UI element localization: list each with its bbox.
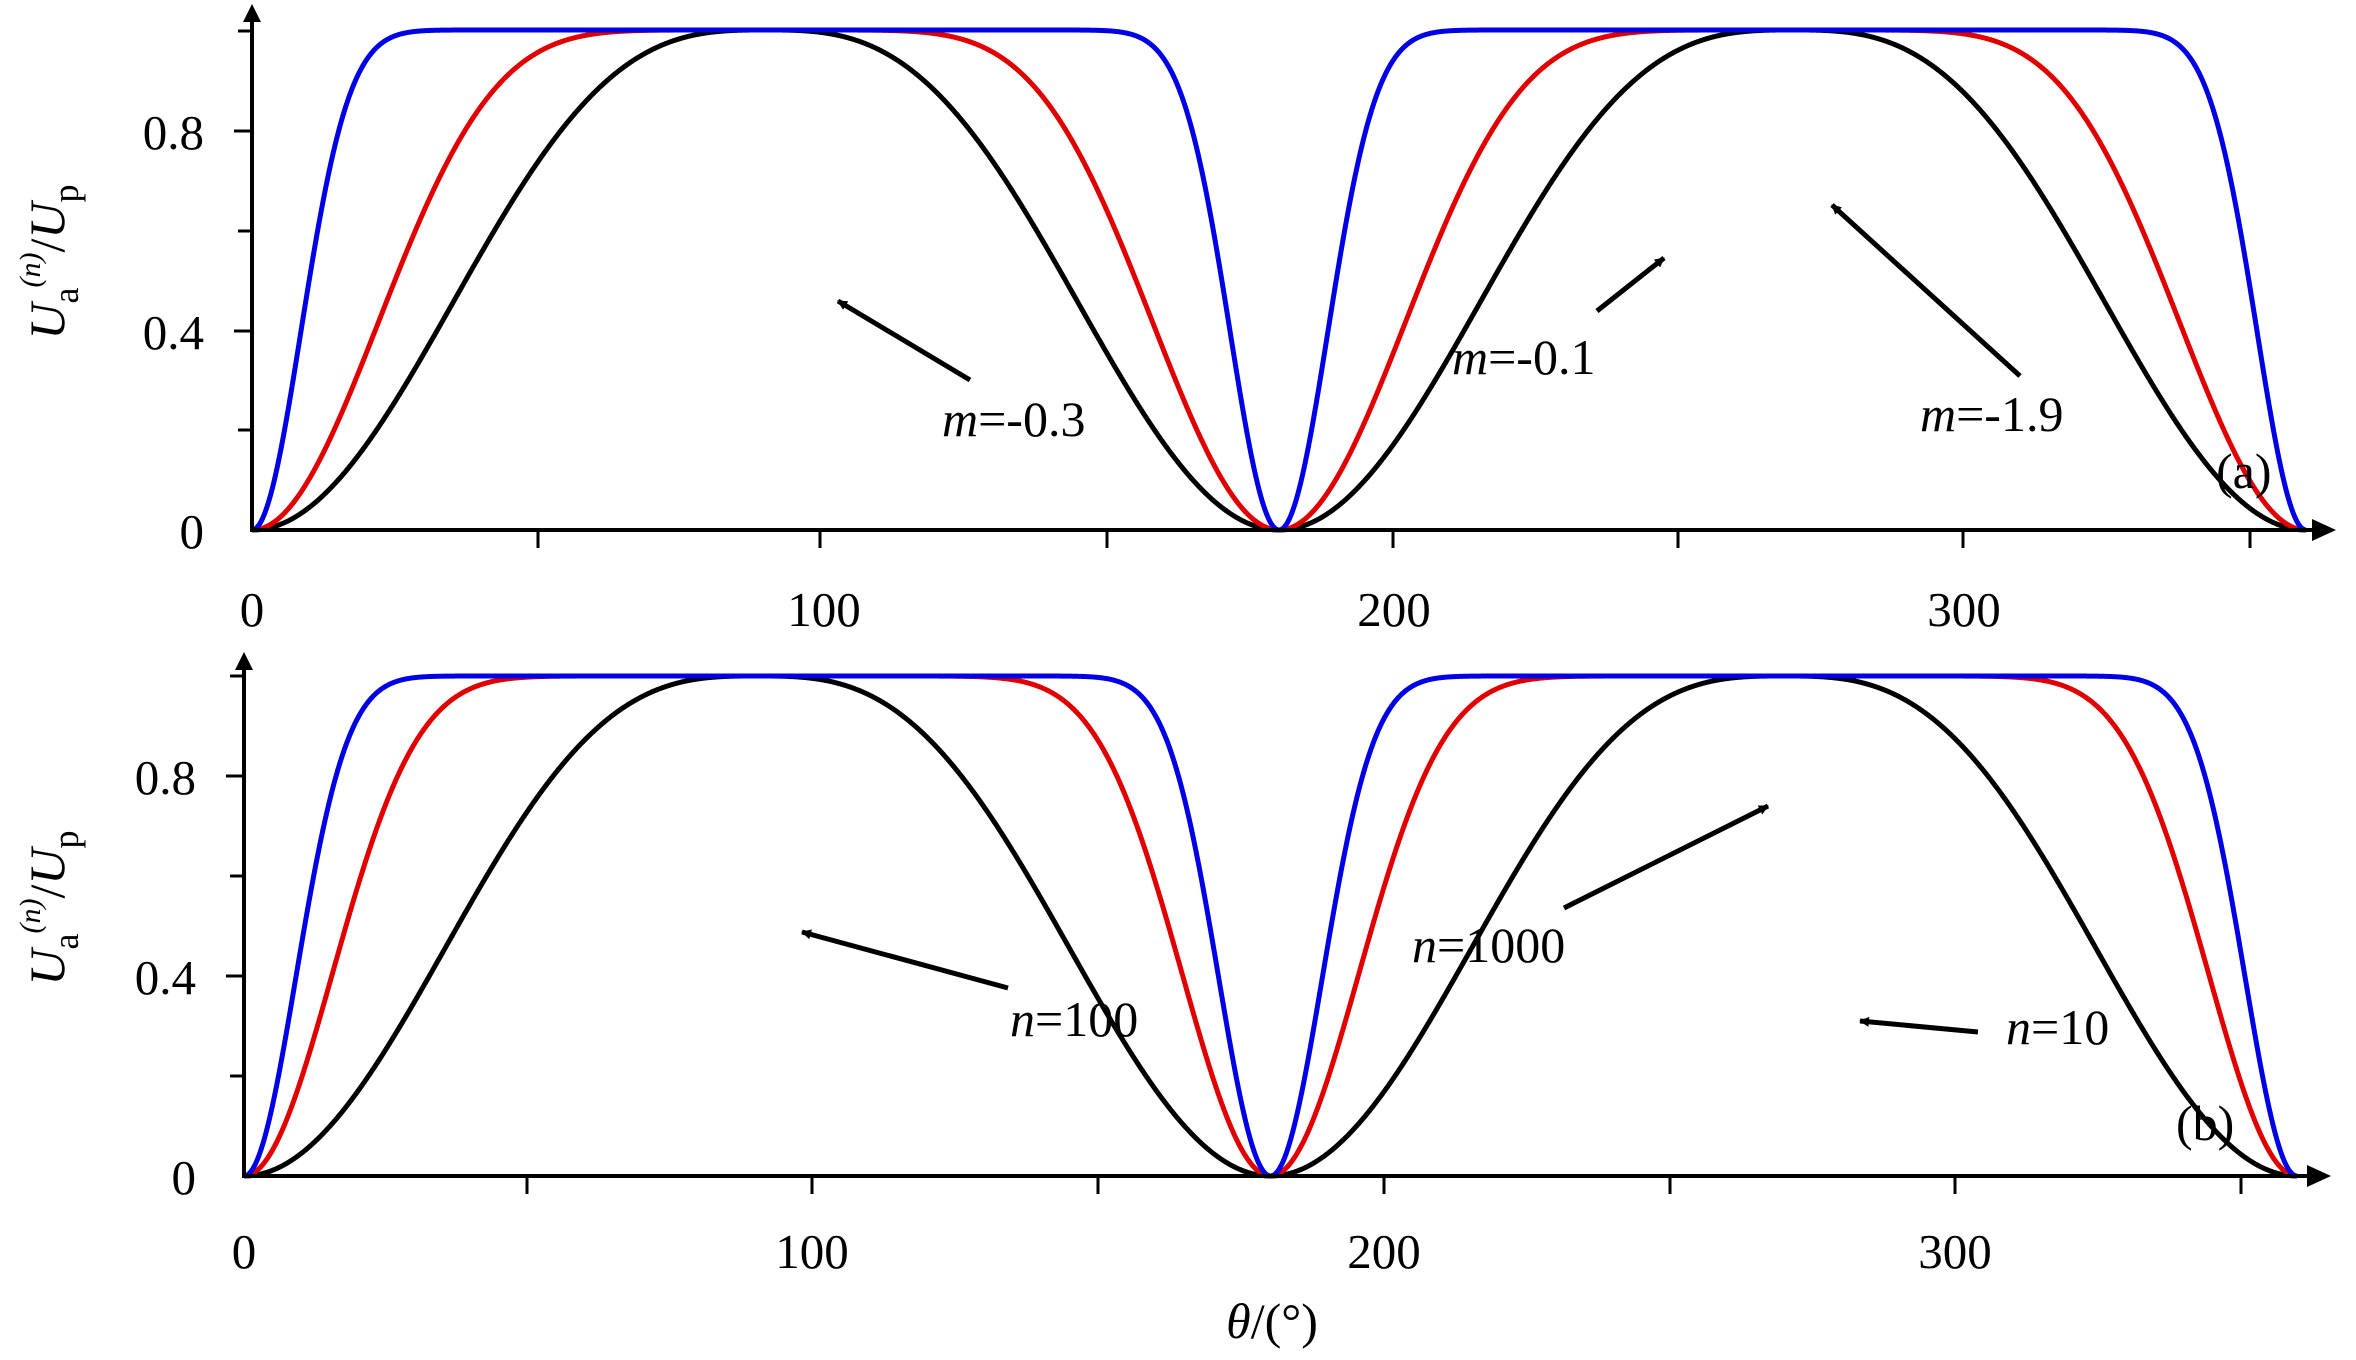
annotation-var: n [1412, 917, 1437, 973]
panel-a-x-tick-label-0: 0 [240, 582, 265, 637]
panel-a-y-tick-label-0: 0 [180, 504, 205, 559]
panel-b-x-tick-label-300: 300 [1918, 1224, 1992, 1279]
annotation-value: =1000 [1437, 917, 1565, 973]
panel-a-curve-red [251, 27, 2307, 533]
panel-b-curves [243, 673, 2298, 1179]
annotation-var: m [1920, 386, 1956, 442]
panel-b-y-axis-arrow [235, 652, 253, 670]
annotation-var: m [1452, 329, 1488, 385]
xlabel-theta: θ [1226, 1293, 1251, 1349]
panel-b-y-axis-label: Ua(n)/Up [14, 830, 86, 985]
panel-b-x-tick-label-200: 200 [1347, 1224, 1421, 1279]
panel-b-label: (b) [2176, 1095, 2234, 1151]
panel-a-x-ticks [536, 530, 2252, 548]
annotation-value: =100 [1035, 991, 1138, 1047]
ylabel-sub-p: p [46, 830, 86, 848]
ylabel-slash: / [19, 884, 75, 898]
panel-b-x-tick-label-0: 0 [232, 1224, 257, 1279]
panel-b-x-axis-arrow [2307, 1165, 2331, 1187]
ylabel-u: U [19, 301, 75, 340]
panel-b-annotation-2: n=1000 [1412, 917, 1565, 973]
panel-a-curves [251, 27, 2307, 533]
xlabel-rest: /(°) [1251, 1293, 1318, 1349]
panel-a-annotation-2: m=-0.1 [1452, 329, 1595, 385]
panel-b-y-tick-label-0: 0 [172, 1150, 197, 1205]
panel-a-curve-blue [251, 27, 2307, 533]
panel-b-y-tick-label-0.8: 0.8 [135, 750, 196, 805]
panel-a-y-axis-label: Ua(n)/Up [14, 184, 86, 339]
panel-b-annotation-arrow-1 [801, 929, 1009, 991]
panel-b-annotation-arrow-2 [1562, 803, 1770, 911]
panel-a-annotation-1: m=-0.3 [942, 391, 1085, 447]
panel-a-y-axis-arrow [243, 4, 261, 22]
panel-b-x-tick-label-100: 100 [775, 1224, 849, 1279]
panel-a-annotation-3: m=-1.9 [1920, 386, 2063, 442]
annotation-value: =-0.3 [978, 391, 1085, 447]
panel-a-annotation-arrow-2 [1595, 256, 1666, 313]
annotation-value: =10 [2031, 999, 2109, 1055]
ylabel-sub-a: a [46, 287, 86, 303]
panel-a-y-tick-label-0.4: 0.4 [143, 305, 204, 360]
panel-a-x-tick-label-300: 300 [1927, 582, 2001, 637]
panel-a-annotation-arrow-3 [1830, 203, 2022, 378]
panel-a-y-tick-label-0.8: 0.8 [143, 105, 204, 160]
annotation-var: n [2006, 999, 2031, 1055]
panel-b-curve-blue [243, 673, 2298, 1179]
panel-b-annotation-arrow-3 [1859, 1016, 1979, 1035]
panel-a-label: (a) [2216, 443, 2272, 499]
panel-b-x-ticks [525, 1176, 2243, 1194]
panel-a-annotation-arrow-1 [836, 298, 972, 383]
panel-a-x-tick-label-200: 200 [1357, 582, 1431, 637]
panel-b-curve-red [243, 673, 2298, 1179]
panel-a: 0 100 200 300 0 0.4 0.8 Ua(n)/Up m=-0.3 … [14, 4, 2336, 637]
ylabel-sub-a: a [46, 933, 86, 949]
panel-b-annotation-1: n=100 [1010, 991, 1138, 1047]
panel-b: 0 100 200 300 0 0.4 0.8 Ua(n)/Up θ/(°) n… [14, 652, 2331, 1349]
ylabel-sup-n: (n) [14, 252, 47, 287]
panel-a-curve-black [252, 27, 2306, 533]
panel-a-y-ticks [234, 29, 252, 432]
ylabel-u2: U [19, 846, 75, 885]
ylabel-u: U [19, 947, 75, 986]
ylabel-sup-n: (n) [14, 898, 47, 933]
panel-b-annotation-3: n=10 [2006, 999, 2109, 1055]
ylabel-sub-p: p [46, 184, 86, 202]
annotation-var: m [942, 391, 978, 447]
annotation-var: n [1010, 991, 1035, 1047]
panel-b-curve-black [244, 673, 2297, 1179]
annotation-value: =-1.9 [1956, 386, 2063, 442]
panel-b-y-ticks [226, 674, 244, 1078]
annotation-value: =-0.1 [1488, 329, 1595, 385]
panel-b-y-tick-label-0.4: 0.4 [135, 950, 196, 1005]
panel-a-x-tick-label-100: 100 [787, 582, 861, 637]
panel-a-x-axis-arrow [2312, 519, 2336, 541]
ylabel-u2: U [19, 200, 75, 239]
panel-b-x-axis-label: θ/(°) [1226, 1293, 1318, 1349]
ylabel-slash: / [19, 238, 75, 252]
